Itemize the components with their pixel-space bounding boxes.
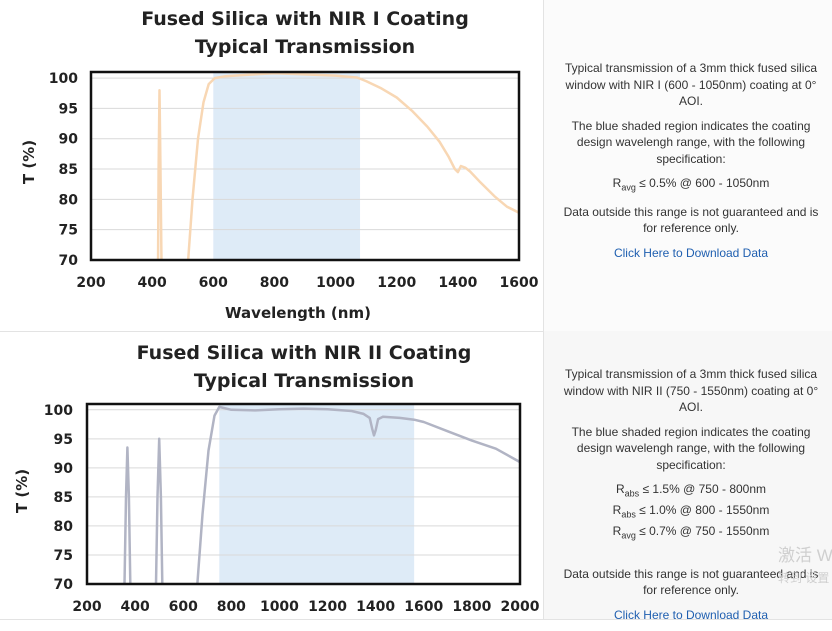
y-tick-label: 90 <box>54 461 74 477</box>
spec-value: ≤ 1.0% @ 800 - 1550nm <box>635 502 770 517</box>
x-tick-label: 1600 <box>500 275 539 291</box>
description-text: Typical transmission of a 3mm thick fuse… <box>564 61 818 108</box>
spec-subscript: avg <box>621 182 636 193</box>
description-text: Typical transmission of a 3mm thick fuse… <box>563 367 819 414</box>
description-block-1: Typical transmission of a 3mm thick fuse… <box>558 60 824 269</box>
chart-title-line2: Typical Transmission <box>195 36 415 58</box>
x-tick-label: 400 <box>138 275 167 291</box>
chart-title-line1: Fused Silica with NIR I Coating <box>141 8 469 30</box>
x-tick-label: 600 <box>169 599 198 615</box>
y-tick-label: 85 <box>54 490 73 506</box>
chart-cell-2: Fused Silica with NIR II Coating Typical… <box>0 331 544 619</box>
disclaimer-text: Data outside this range is not guarantee… <box>563 566 819 598</box>
disclaimer-text: Data outside this range is not guarantee… <box>563 204 819 236</box>
spec-value: ≤ 0.7% @ 750 - 1550nm <box>635 523 770 538</box>
x-tick-label: 600 <box>199 275 228 291</box>
spec-subscript: avg <box>621 530 636 541</box>
chart-cell-1: Fused Silica with NIR I Coating Typical … <box>0 0 544 331</box>
spec-subscript: abs <box>621 509 636 520</box>
spec-line: Ravg ≤ 0.5% @ 600 - 1050nm <box>558 175 824 196</box>
y-tick-label: 75 <box>54 548 73 564</box>
x-tick-label: 1000 <box>316 275 355 291</box>
spec-line: Ravg ≤ 0.7% @ 750 - 1550nm <box>558 523 824 544</box>
x-tick-label: 400 <box>120 599 149 615</box>
description-panel-1: Typical transmission of a 3mm thick fuse… <box>544 0 832 331</box>
x-tick-label: 200 <box>72 599 101 615</box>
x-tick-label: 1400 <box>356 599 395 615</box>
chart-row-2: Fused Silica with NIR II Coating Typical… <box>0 331 832 622</box>
download-data-link[interactable]: Click Here to Download Data <box>613 245 769 260</box>
y-tick-label: 85 <box>59 162 78 178</box>
x-tick-label: 200 <box>76 275 105 291</box>
y-tick-label: 70 <box>59 253 79 269</box>
design-range-shade <box>219 404 415 584</box>
spec-value: ≤ 1.5% @ 750 - 800nm <box>639 482 767 496</box>
transmission-curve <box>196 405 520 584</box>
spec-line: Rabs ≤ 1.0% @ 800 - 1550nm <box>558 502 824 523</box>
spec-symbol: R <box>612 523 622 538</box>
transmission-curve <box>123 446 132 584</box>
chart-row-1: Fused Silica with NIR I Coating Typical … <box>0 0 832 332</box>
x-axis-label: Wavelength (nm) <box>225 304 371 322</box>
spec-symbol: R <box>612 502 622 517</box>
shaded-region-note: The blue shaded region indicates the coa… <box>571 424 811 472</box>
x-tick-label: 2000 <box>501 599 540 615</box>
chart-title-line1: Fused Silica with NIR II Coating <box>137 342 472 364</box>
y-tick-label: 90 <box>59 132 79 148</box>
shaded-region-note: The blue shaded region indicates the coa… <box>571 118 811 166</box>
y-axis-label: T (%) <box>20 140 38 184</box>
x-tick-label: 800 <box>217 599 246 615</box>
y-tick-label: 75 <box>59 223 78 239</box>
transmission-curve <box>156 88 163 260</box>
activation-watermark-sub: 转到 设置 <box>778 571 830 585</box>
spec-symbol: R <box>612 176 622 190</box>
x-tick-label: 1200 <box>377 275 416 291</box>
x-tick-label: 1800 <box>452 599 491 615</box>
transmission-curve <box>186 72 519 260</box>
y-tick-label: 80 <box>59 192 79 208</box>
specification-list: Rabs ≤ 1.5% @ 750 - 800nm Rabs ≤ 1.0% @ 8… <box>558 481 824 544</box>
y-tick-label: 100 <box>49 71 78 87</box>
y-tick-label: 70 <box>54 577 74 593</box>
transmission-curve <box>154 437 164 584</box>
description-block-2: Typical transmission of a 3mm thick fuse… <box>558 366 824 631</box>
x-tick-label: 800 <box>260 275 289 291</box>
x-tick-label: 1400 <box>438 275 477 291</box>
transmission-chart-nir-1: Fused Silica with NIR I Coating Typical … <box>20 8 539 322</box>
x-tick-label: 1200 <box>308 599 347 615</box>
y-tick-label: 95 <box>59 101 78 117</box>
specification-list: Ravg ≤ 0.5% @ 600 - 1050nm <box>558 175 824 196</box>
chart-title-line2: Typical Transmission <box>194 370 414 392</box>
y-tick-label: 100 <box>44 403 73 419</box>
y-tick-label: 95 <box>54 432 73 448</box>
y-tick-label: 80 <box>54 519 74 535</box>
design-range-shade <box>213 72 361 260</box>
spec-value: ≤ 0.5% @ 600 - 1050nm <box>635 176 770 190</box>
activation-watermark: 激活 W <box>778 546 832 565</box>
transmission-chart-nir-2: Fused Silica with NIR II Coating Typical… <box>13 342 540 615</box>
spec-symbol: R <box>615 482 625 496</box>
description-panel-2: Typical transmission of a 3mm thick fuse… <box>544 331 832 622</box>
plot-frame <box>89 70 521 262</box>
spec-line: Rabs ≤ 1.5% @ 750 - 800nm <box>558 481 824 502</box>
y-axis-label: T (%) <box>13 469 31 513</box>
x-tick-label: 1600 <box>404 599 443 615</box>
download-data-link[interactable]: Click Here to Download Data <box>613 607 769 622</box>
x-tick-label: 1000 <box>260 599 299 615</box>
spec-subscript: abs <box>624 488 640 499</box>
plot-frame <box>85 402 522 586</box>
